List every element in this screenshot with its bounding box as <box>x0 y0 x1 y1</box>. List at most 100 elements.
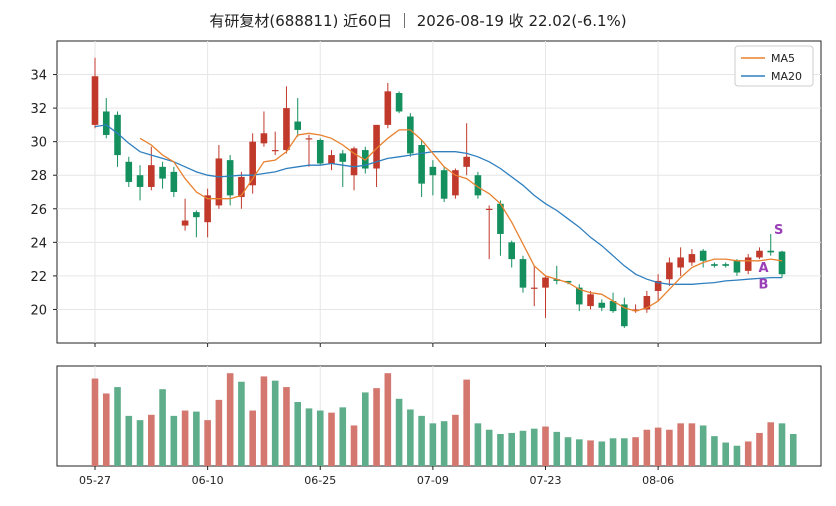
volume-bar <box>215 399 223 466</box>
candle-body <box>621 304 628 327</box>
candle-body <box>542 277 549 288</box>
volume-bar <box>452 414 459 466</box>
candle-body <box>114 114 121 156</box>
volume-bar <box>395 398 403 466</box>
candle-body <box>575 287 583 305</box>
volume-bar <box>756 432 763 466</box>
volume-bar <box>328 412 335 466</box>
candle-body <box>733 260 741 273</box>
volume-bar <box>384 373 392 466</box>
ma20-line <box>94 124 782 285</box>
volume-bar <box>339 407 347 466</box>
candle-body <box>756 250 763 258</box>
candle-body <box>395 93 403 112</box>
volume-bar <box>271 380 279 466</box>
candle-body <box>260 133 268 144</box>
legend-ma20-label: MA20 <box>771 70 802 83</box>
candle-body <box>677 257 684 268</box>
candle-body <box>654 280 662 291</box>
volume-bar <box>91 378 99 466</box>
x-tick-label: 07-23 <box>530 474 562 487</box>
volume-bar <box>373 388 380 466</box>
x-tick-label: 06-10 <box>192 474 224 487</box>
volume-bar <box>350 425 358 466</box>
x-tick-label: 05-27 <box>79 474 111 487</box>
candle-body <box>204 195 211 223</box>
volume-bar <box>519 430 527 466</box>
candle-body <box>316 139 324 164</box>
candle-body <box>159 166 166 179</box>
volume-bar <box>283 387 290 466</box>
candle-body <box>519 259 527 288</box>
candle-body <box>339 153 347 162</box>
volume-bar <box>632 437 639 466</box>
candle-body <box>384 91 392 125</box>
candle-body <box>463 156 470 167</box>
candle-body <box>508 242 516 260</box>
candle-body <box>373 124 380 169</box>
ma5-line <box>139 129 783 312</box>
volume-bar <box>316 410 324 466</box>
legend-ma5-label: MA5 <box>771 52 795 65</box>
candle-body <box>283 108 290 151</box>
volume-bar <box>621 438 628 466</box>
candle-body <box>305 138 313 140</box>
candle-body <box>564 280 572 283</box>
volume-bar <box>643 429 651 466</box>
candle-body <box>497 203 504 234</box>
candle-body <box>711 264 718 266</box>
volume-bar <box>711 436 718 466</box>
candle-body <box>722 264 729 266</box>
y-tick-label: 22 <box>30 270 47 285</box>
volume-bar <box>598 441 606 466</box>
volume-bar <box>463 379 470 466</box>
volume-bar <box>170 415 178 466</box>
candle-body <box>530 287 538 289</box>
volume-bar <box>181 410 189 466</box>
volume-bar <box>733 445 741 466</box>
candle-body <box>91 76 99 125</box>
volume-bar <box>508 432 516 466</box>
legend: MA5 MA20 <box>734 45 814 87</box>
y-tick-label: 32 <box>30 102 47 117</box>
y-tick-label: 26 <box>30 203 47 218</box>
volume-bar <box>564 437 572 466</box>
candle-body <box>598 302 606 308</box>
volume-bar <box>485 429 493 466</box>
volume-bar <box>148 414 155 466</box>
candle-body <box>643 296 651 310</box>
y-tick-label: 24 <box>30 236 47 251</box>
volume-bar <box>767 422 775 466</box>
volume-bar <box>497 434 504 466</box>
candle-body <box>294 121 302 130</box>
volume-bar <box>666 429 673 466</box>
x-tick-label: 06-25 <box>304 474 336 487</box>
volume-bar <box>102 393 110 466</box>
volume-bar <box>474 423 482 466</box>
candle-body <box>688 254 696 263</box>
y-tick-label: 28 <box>30 169 47 184</box>
trade-markers: S BA <box>758 223 783 293</box>
moving-average-lines <box>94 124 783 312</box>
candle-body <box>193 212 200 218</box>
volume-bar <box>305 408 313 466</box>
volume-bars <box>91 373 797 466</box>
candle-body <box>632 309 639 312</box>
candle-body <box>609 301 617 312</box>
volume-bar <box>159 389 166 466</box>
volume-bar <box>136 420 144 466</box>
candle-body <box>699 250 707 261</box>
x-tick-label: 07-09 <box>417 474 449 487</box>
marker-a: A <box>758 261 768 276</box>
candle-body <box>778 251 786 275</box>
candle-body <box>226 160 234 196</box>
candle-body <box>744 257 752 271</box>
volume-bar <box>654 427 662 466</box>
volume-bar <box>587 440 594 466</box>
candle-body <box>440 170 448 199</box>
volume-bar <box>699 425 707 466</box>
x-axis: 05-27 06-10 06-25 07-09 07-23 08-06 <box>79 343 674 487</box>
candle-body <box>587 294 594 307</box>
candle-body <box>407 116 414 154</box>
volume-bar <box>361 392 369 466</box>
